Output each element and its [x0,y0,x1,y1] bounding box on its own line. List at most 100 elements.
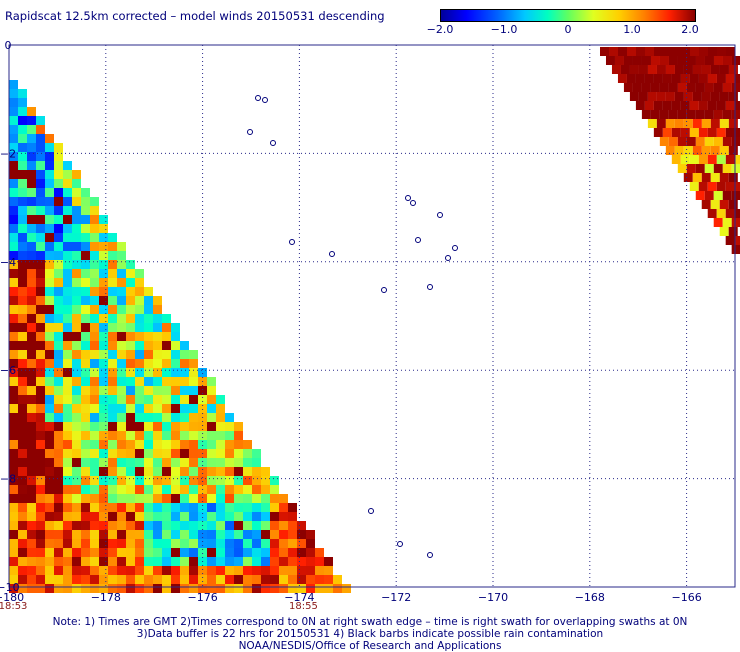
swath-cell [27,323,36,332]
swath-cell [234,467,243,476]
swath-cell [81,422,90,431]
swath-cell [144,566,153,575]
swath-cell [701,92,711,101]
swath-cell [72,485,81,494]
swath-cell [153,467,162,476]
swath-cell [701,65,711,74]
swath-cell [198,458,207,467]
swath-cell [692,173,702,182]
swath-cell [180,521,189,530]
swath-cell [216,521,225,530]
swath-cell [45,404,54,413]
swath-cell [117,296,126,305]
swath-cell [728,92,738,101]
swath-cell [252,512,261,521]
swath-cell [63,161,72,170]
swath-cell [99,512,108,521]
swath-cell [99,350,108,359]
swath-cell [719,119,729,128]
swath-cell [270,521,279,530]
swath-cell [54,260,63,269]
swath-cell [126,287,135,296]
swath-time-label: 18:53 [0,601,27,612]
swath-cell [27,215,36,224]
swath-cell [99,341,108,350]
swath-cell [108,341,117,350]
swath-cell [54,341,63,350]
map-frame [8,44,736,588]
swath-cell [216,458,225,467]
swath-cell [656,65,666,74]
swath-cell [72,404,81,413]
swath-cell [72,413,81,422]
swath-cell [9,449,18,458]
latitude-tick-label: −4 [0,256,16,269]
swath-cell [54,377,63,386]
swath-cell [126,395,135,404]
swath-cell [45,431,54,440]
swath-cell [306,566,315,575]
swath-cell [54,404,63,413]
swath-cell [63,557,72,566]
swath-cell [189,440,198,449]
swath-cell [27,242,36,251]
swath-cell [72,359,81,368]
swath-cell [90,557,99,566]
longitude-tick-label: −180 [0,591,24,604]
swath-cell [117,413,126,422]
swath-cell [162,503,171,512]
swath-cell [704,191,714,200]
swath-cell [27,386,36,395]
swath-cell [180,341,189,350]
swath-cell [234,557,243,566]
swath-cell [180,395,189,404]
swath-cell [180,350,189,359]
swath-cell [72,260,81,269]
swath-cell [45,233,54,242]
swath-cell [45,206,54,215]
swath-cell [54,503,63,512]
swath-cell [668,56,678,65]
swath-cell [180,386,189,395]
swath-cell [45,512,54,521]
swath-cell [72,323,81,332]
swath-cell [9,566,18,575]
swath-cell [162,395,171,404]
swath-cell [81,314,90,323]
swath-cell [144,539,153,548]
swath-cell [18,98,27,107]
swath-cell [99,440,108,449]
swath-cell [72,332,81,341]
swath-cell [18,539,27,548]
swath-cell [189,548,198,557]
swath-cell [27,134,36,143]
swath-cell [279,557,288,566]
swath-cell [72,431,81,440]
swath-cell [45,449,54,458]
swath-cell [261,494,270,503]
swath-cell [171,575,180,584]
swath-cell [216,539,225,548]
swath-cell [72,548,81,557]
swath-cell [72,575,81,584]
swath-cell [27,494,36,503]
swath-cell [126,530,135,539]
swath-cell [117,566,126,575]
swath-cell [171,458,180,467]
swath-cell [9,215,18,224]
swath-cell [27,251,36,260]
swath-cell [63,485,72,494]
swath-cell [81,287,90,296]
swath-cell [162,530,171,539]
swath-cell [189,476,198,485]
swath-cell [641,83,651,92]
swath-cell [243,458,252,467]
swath-cell [654,47,663,56]
swath-cell [180,476,189,485]
swath-cell [225,413,234,422]
swath-cell [9,179,18,188]
swath-cell [27,503,36,512]
swath-cell [662,128,672,137]
swath-cell [81,575,90,584]
swath-cell [18,359,27,368]
